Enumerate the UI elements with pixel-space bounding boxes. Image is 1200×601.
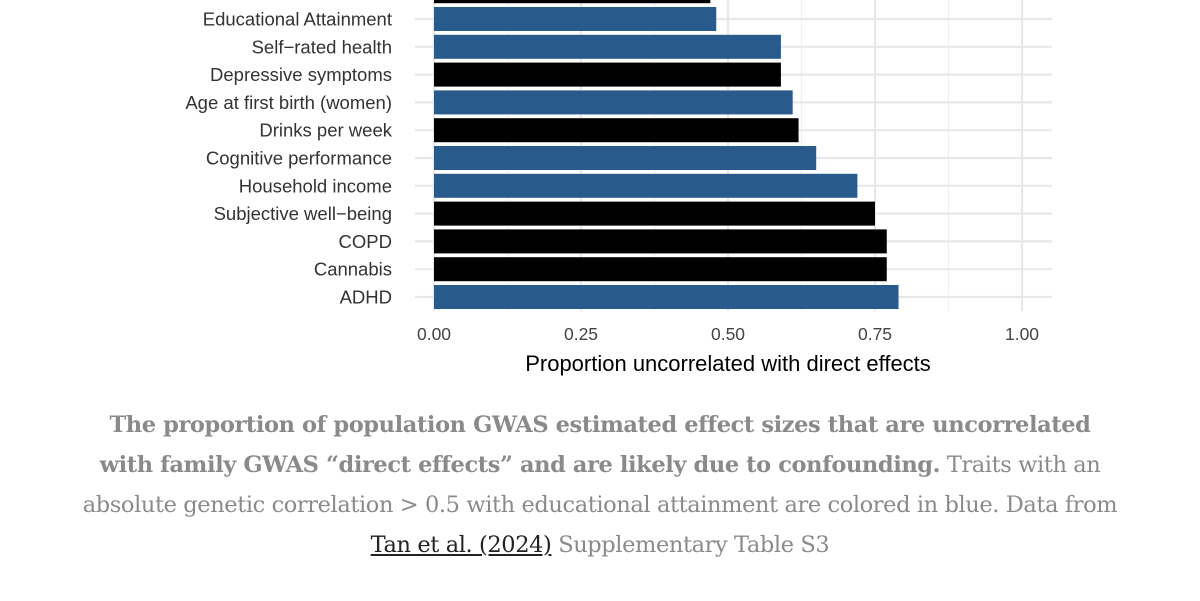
bar (434, 118, 799, 143)
category-label: ADHD (340, 287, 392, 308)
bar (434, 90, 793, 115)
bar (434, 257, 887, 282)
x-tick-label: 0.00 (417, 324, 451, 344)
x-tick-label: 0.25 (564, 324, 598, 344)
bar (434, 201, 875, 226)
bar (434, 285, 899, 309)
bar (434, 0, 711, 4)
category-label: Drinks per week (259, 120, 392, 141)
category-label: COPD (339, 231, 392, 252)
bar (434, 34, 781, 59)
category-label: Educational Attainment (203, 9, 392, 30)
category-label: Subjective well−being (214, 203, 392, 224)
x-axis-title: Proportion uncorrelated with direct effe… (525, 351, 931, 376)
category-labels: Educational Attainment Self−rated health D… (185, 9, 392, 308)
x-tick-label: 1.00 (1005, 324, 1039, 344)
category-label: Depressive symptoms (210, 64, 392, 85)
category-label: Self−rated health (252, 36, 392, 57)
bar (434, 173, 858, 198)
figure-caption: The proportion of population GWAS estima… (80, 405, 1120, 565)
caption-text: Traits with an absolute genetic correlat… (82, 452, 1118, 518)
bar (434, 62, 781, 87)
x-tick-label: 0.75 (858, 324, 892, 344)
bars (434, 0, 899, 309)
citation-link[interactable]: Tan et al. (2024) (370, 532, 552, 558)
bar (434, 7, 717, 31)
bar (434, 146, 817, 170)
x-tick-label: 0.50 (711, 324, 745, 344)
bar (434, 229, 887, 254)
x-tick-labels: 0.00 0.25 0.50 0.75 1.00 (417, 324, 1039, 344)
category-label: Cognitive performance (206, 148, 392, 169)
category-label: Cannabis (314, 259, 392, 280)
caption-text-end: Supplementary Table S3 (551, 532, 830, 558)
bar-chart: Educational Attainment Self−rated health D… (185, 0, 1052, 376)
category-label: Household income (239, 175, 392, 196)
caption-bold: The proportion of population GWAS estima… (99, 412, 1091, 478)
category-label: Age at first birth (women) (185, 92, 392, 113)
